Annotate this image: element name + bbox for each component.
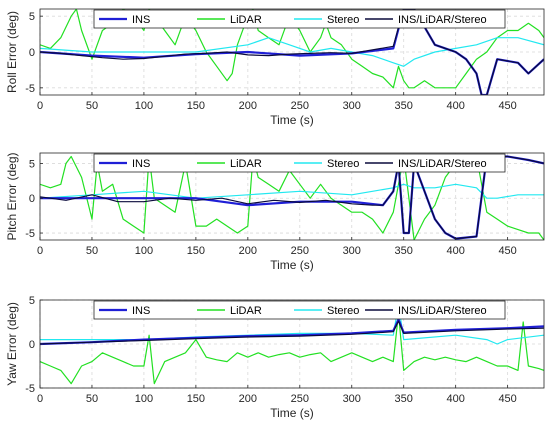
- x-tick-label: 250: [291, 100, 309, 112]
- legend-label-stereo: Stereo: [327, 305, 359, 317]
- legend-label-lidar: LiDAR: [230, 305, 262, 317]
- x-tick-label: 450: [498, 245, 516, 257]
- y-tick-label: 5: [29, 11, 35, 23]
- legend-label-lidar: LiDAR: [230, 158, 262, 170]
- x-tick-label: 100: [135, 100, 153, 112]
- y-tick-label: -5: [25, 383, 35, 395]
- x-tick-label: 0: [37, 245, 43, 257]
- legend-label-ins: INS: [132, 14, 150, 26]
- x-tick-label: 50: [86, 100, 98, 112]
- legend: INS LiDAR Stereo INS/LiDAR/Stereo: [93, 153, 506, 173]
- x-tick-label: 50: [86, 245, 98, 257]
- series-line-stereo: [40, 183, 544, 199]
- y-tick-label: -5: [25, 228, 35, 240]
- x-tick-label: 200: [239, 393, 257, 405]
- x-tick-label: 400: [446, 100, 464, 112]
- axes-box: [39, 152, 545, 241]
- x-tick-label: 150: [187, 245, 205, 257]
- legend-label-ins: INS: [132, 158, 150, 170]
- x-tick-label: 100: [135, 393, 153, 405]
- x-tick-label: 50: [86, 393, 98, 405]
- legend-label-ins: INS: [132, 305, 150, 317]
- y-tick-label: 0: [29, 193, 35, 205]
- x-tick-label: 300: [343, 245, 361, 257]
- x-tick-label: 450: [498, 100, 516, 112]
- x-tick-label: 250: [291, 393, 309, 405]
- legend-label-ins-lidar-stereo: INS/LiDAR/Stereo: [398, 158, 487, 170]
- x-axis-label: Time (s): [270, 113, 314, 127]
- x-tick-label: 200: [239, 245, 257, 257]
- series-line-lidar: [40, 312, 544, 385]
- y-axis-label: Pitch Error (deg): [5, 152, 19, 240]
- x-tick-label: 400: [446, 245, 464, 257]
- x-tick-label: 300: [343, 393, 361, 405]
- y-tick-label: 0: [29, 339, 35, 351]
- y-tick-label: 5: [29, 158, 35, 170]
- x-tick-label: 350: [395, 393, 413, 405]
- x-tick-label: 200: [239, 100, 257, 112]
- y-tick-label: 0: [29, 47, 35, 59]
- y-axis-label: Roll Error (deg): [5, 11, 19, 93]
- x-tick-label: 400: [446, 393, 464, 405]
- x-tick-label: 450: [498, 393, 516, 405]
- series-line-ins-lidar-stereo: [40, 155, 544, 240]
- x-tick-label: 0: [37, 100, 43, 112]
- series-line-stereo: [40, 37, 544, 67]
- x-tick-label: 350: [395, 245, 413, 257]
- legend-label-ins-lidar-stereo: INS/LiDAR/Stereo: [398, 305, 487, 317]
- x-tick-label: 100: [135, 245, 153, 257]
- legend: INS LiDAR Stereo INS/LiDAR/Stereo: [93, 300, 506, 320]
- series-group: [40, 303, 544, 385]
- x-tick-label: 350: [395, 100, 413, 112]
- legend-label-stereo: Stereo: [327, 14, 359, 26]
- x-tick-label: 250: [291, 245, 309, 257]
- series-line-ins-lidar-stereo: [40, 9, 544, 95]
- legend-label-stereo: Stereo: [327, 158, 359, 170]
- legend: INS LiDAR Stereo INS/LiDAR/Stereo: [93, 9, 506, 29]
- y-tick-label: -5: [25, 83, 35, 95]
- x-tick-label: 0: [37, 393, 43, 405]
- x-axis-label: Time (s): [270, 406, 314, 420]
- legend-label-ins-lidar-stereo: INS/LiDAR/Stereo: [398, 14, 487, 26]
- x-tick-label: 300: [343, 100, 361, 112]
- series-line-ins: [40, 318, 544, 346]
- x-axis-label: Time (s): [270, 258, 314, 272]
- y-axis-label: Yaw Error (deg): [5, 302, 19, 386]
- x-tick-label: 150: [187, 393, 205, 405]
- legend-label-lidar: LiDAR: [230, 14, 262, 26]
- series-line-ins-lidar-stereo: [40, 320, 544, 345]
- x-tick-label: 150: [187, 100, 205, 112]
- y-tick-label: 5: [29, 295, 35, 307]
